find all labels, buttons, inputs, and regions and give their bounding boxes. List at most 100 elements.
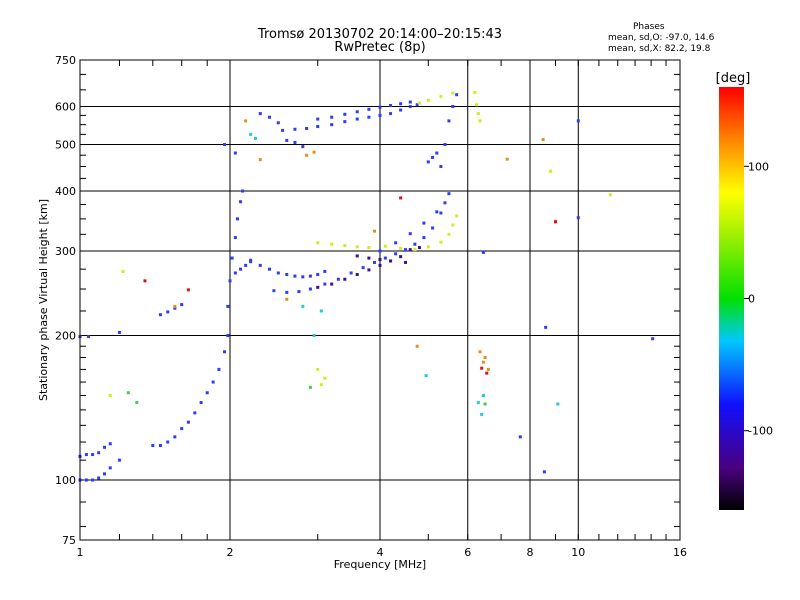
data-point: [84, 478, 88, 482]
data-point: [173, 304, 177, 308]
data-point: [355, 110, 359, 114]
data-point: [355, 273, 359, 277]
y-tick-label: 300: [55, 245, 76, 258]
data-point: [267, 115, 271, 119]
data-point: [480, 366, 484, 370]
x-tick-label: 8: [527, 546, 534, 559]
y-tick-label: 75: [62, 534, 76, 547]
data-point: [330, 115, 334, 119]
data-point: [180, 303, 184, 307]
data-point: [239, 267, 243, 271]
data-point: [166, 440, 170, 444]
grid-lines: [80, 60, 680, 540]
data-point: [166, 310, 170, 314]
data-point: [553, 220, 557, 224]
data-point: [180, 427, 184, 431]
y-tick-label: 200: [55, 330, 76, 343]
data-point: [305, 153, 309, 157]
data-point: [211, 380, 215, 384]
data-point: [267, 267, 271, 271]
data-point: [316, 117, 320, 121]
data-point: [117, 330, 121, 334]
data-point: [84, 453, 88, 457]
data-point: [394, 241, 398, 245]
data-point: [473, 90, 477, 94]
data-point: [276, 271, 280, 275]
colorbar-label: [deg]: [716, 71, 751, 86]
colorbar-tick-label: -100: [748, 425, 773, 438]
data-point: [285, 290, 289, 294]
data-point: [258, 263, 262, 267]
x-tick-label: 4: [377, 546, 384, 559]
data-point: [413, 242, 417, 246]
data-point: [399, 102, 403, 106]
y-tick-label: 400: [55, 185, 76, 198]
data-point: [408, 105, 412, 109]
data-point: [505, 157, 509, 161]
data-point: [480, 412, 484, 416]
data-point: [367, 256, 371, 260]
data-point: [91, 478, 95, 482]
data-point: [486, 367, 490, 371]
data-point: [308, 287, 312, 291]
phases-stats-x-mode: mean, sd,X: 82.2, 19.8: [608, 44, 711, 54]
data-point: [249, 260, 253, 264]
data-point: [576, 216, 580, 220]
data-point: [408, 232, 412, 236]
data-point: [389, 259, 393, 263]
data-point: [86, 335, 90, 339]
data-point: [383, 256, 387, 260]
data-point: [121, 269, 125, 273]
y-tick-label: 100: [55, 474, 76, 487]
data-point: [378, 249, 382, 253]
x-tick-label: 6: [464, 546, 471, 559]
data-point: [343, 277, 347, 281]
data-point: [378, 105, 382, 109]
x-tick-label: 2: [227, 546, 234, 559]
data-point: [253, 136, 257, 140]
data-point: [173, 435, 177, 439]
data-point: [383, 244, 387, 248]
data-point: [330, 282, 334, 286]
data-point: [143, 279, 147, 283]
data-point: [651, 337, 655, 341]
data-point: [103, 472, 107, 476]
data-point: [281, 128, 285, 132]
data-point: [301, 145, 305, 149]
data-point: [223, 143, 227, 147]
data-point: [316, 241, 320, 245]
data-point: [301, 275, 305, 279]
chart-subtitle: RwPretec (8p): [334, 40, 426, 55]
data-point: [205, 391, 209, 395]
data-point: [426, 160, 430, 164]
data-point: [378, 263, 382, 267]
data-point: [576, 119, 580, 123]
data-point: [244, 119, 248, 123]
data-point: [158, 313, 162, 317]
data-point: [323, 269, 327, 273]
data-point: [455, 214, 459, 218]
data-point: [443, 201, 447, 205]
data-point: [541, 138, 545, 142]
data-point: [373, 260, 377, 264]
data-point: [330, 242, 334, 246]
data-point: [439, 240, 443, 244]
data-point: [422, 221, 426, 225]
data-point: [447, 119, 451, 123]
data-point: [91, 453, 95, 457]
x-tick-label: 1: [77, 546, 84, 559]
data-point: [293, 127, 297, 131]
data-point: [367, 246, 371, 250]
data-point: [355, 254, 359, 258]
data-point: [312, 334, 316, 338]
data-point: [478, 119, 482, 123]
data-point: [367, 115, 371, 119]
data-point: [272, 289, 276, 293]
data-point: [135, 401, 139, 405]
data-point: [355, 117, 359, 121]
data-point: [451, 91, 455, 95]
data-point: [451, 223, 455, 227]
data-point: [415, 103, 419, 107]
data-point: [355, 245, 359, 249]
data-point: [475, 103, 479, 107]
